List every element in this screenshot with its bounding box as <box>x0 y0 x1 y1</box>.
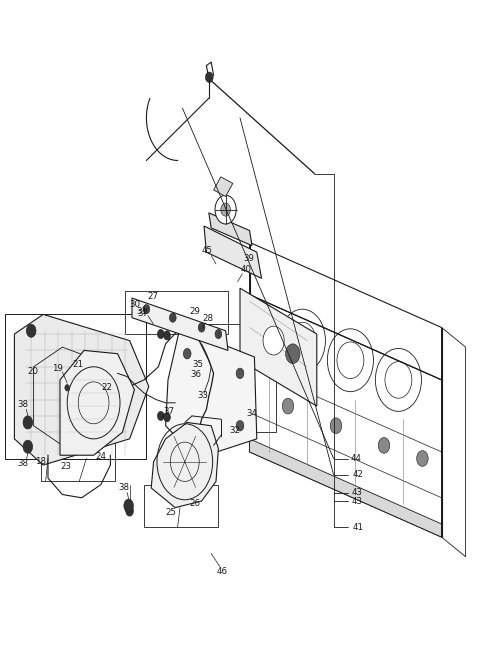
Text: 38: 38 <box>18 459 28 468</box>
Polygon shape <box>209 213 252 246</box>
Text: 26: 26 <box>189 498 200 508</box>
Text: 18: 18 <box>36 457 46 466</box>
Circle shape <box>282 398 294 414</box>
Text: 38: 38 <box>18 400 28 409</box>
Circle shape <box>417 451 428 466</box>
Circle shape <box>221 203 230 216</box>
Polygon shape <box>14 314 149 465</box>
Text: 25: 25 <box>165 508 176 517</box>
Text: 40: 40 <box>241 265 252 274</box>
Circle shape <box>23 440 33 453</box>
Circle shape <box>157 329 164 339</box>
Circle shape <box>169 313 176 322</box>
Text: 34: 34 <box>246 409 257 419</box>
Circle shape <box>198 323 205 332</box>
Polygon shape <box>166 328 257 458</box>
Text: 37: 37 <box>138 309 148 318</box>
Text: 39: 39 <box>243 253 254 263</box>
Text: 19: 19 <box>52 364 63 373</box>
Polygon shape <box>250 439 442 537</box>
Text: 36: 36 <box>191 370 201 379</box>
Circle shape <box>378 438 390 453</box>
Text: 37: 37 <box>164 407 174 417</box>
Text: 43: 43 <box>351 488 362 497</box>
Circle shape <box>330 418 342 434</box>
Text: 33: 33 <box>197 391 208 400</box>
Circle shape <box>205 72 213 83</box>
Polygon shape <box>132 298 228 350</box>
Text: 24: 24 <box>96 452 106 461</box>
Text: 35: 35 <box>193 360 204 369</box>
Circle shape <box>263 326 284 355</box>
Circle shape <box>65 384 70 391</box>
Text: 41: 41 <box>353 523 364 532</box>
Text: 23: 23 <box>61 462 72 471</box>
Text: 21: 21 <box>73 360 84 369</box>
Polygon shape <box>60 350 134 455</box>
Circle shape <box>236 368 244 379</box>
Polygon shape <box>204 226 262 278</box>
Circle shape <box>236 421 244 431</box>
Text: 27: 27 <box>147 292 158 301</box>
Text: 44: 44 <box>351 454 361 463</box>
Text: 42: 42 <box>352 470 363 479</box>
Text: 20: 20 <box>27 367 38 376</box>
Circle shape <box>157 411 164 421</box>
Polygon shape <box>240 288 317 406</box>
Circle shape <box>126 506 133 516</box>
Polygon shape <box>151 422 218 508</box>
Circle shape <box>183 348 191 359</box>
Circle shape <box>286 344 300 364</box>
Circle shape <box>215 329 222 339</box>
Circle shape <box>164 413 170 422</box>
Text: 43: 43 <box>351 496 362 506</box>
Text: 30: 30 <box>129 300 140 309</box>
Circle shape <box>198 440 205 451</box>
Circle shape <box>215 195 236 224</box>
Text: 32: 32 <box>230 426 240 436</box>
Text: 46: 46 <box>217 567 228 576</box>
Polygon shape <box>214 177 233 196</box>
Circle shape <box>143 305 150 314</box>
Circle shape <box>26 324 36 337</box>
Circle shape <box>23 416 33 429</box>
Text: 38: 38 <box>119 483 129 493</box>
Circle shape <box>164 331 170 340</box>
Text: 22: 22 <box>101 383 112 392</box>
Text: 28: 28 <box>202 314 213 323</box>
Text: 31: 31 <box>137 307 147 316</box>
Text: 45: 45 <box>202 246 213 255</box>
Text: 29: 29 <box>190 307 200 316</box>
Circle shape <box>124 499 133 512</box>
